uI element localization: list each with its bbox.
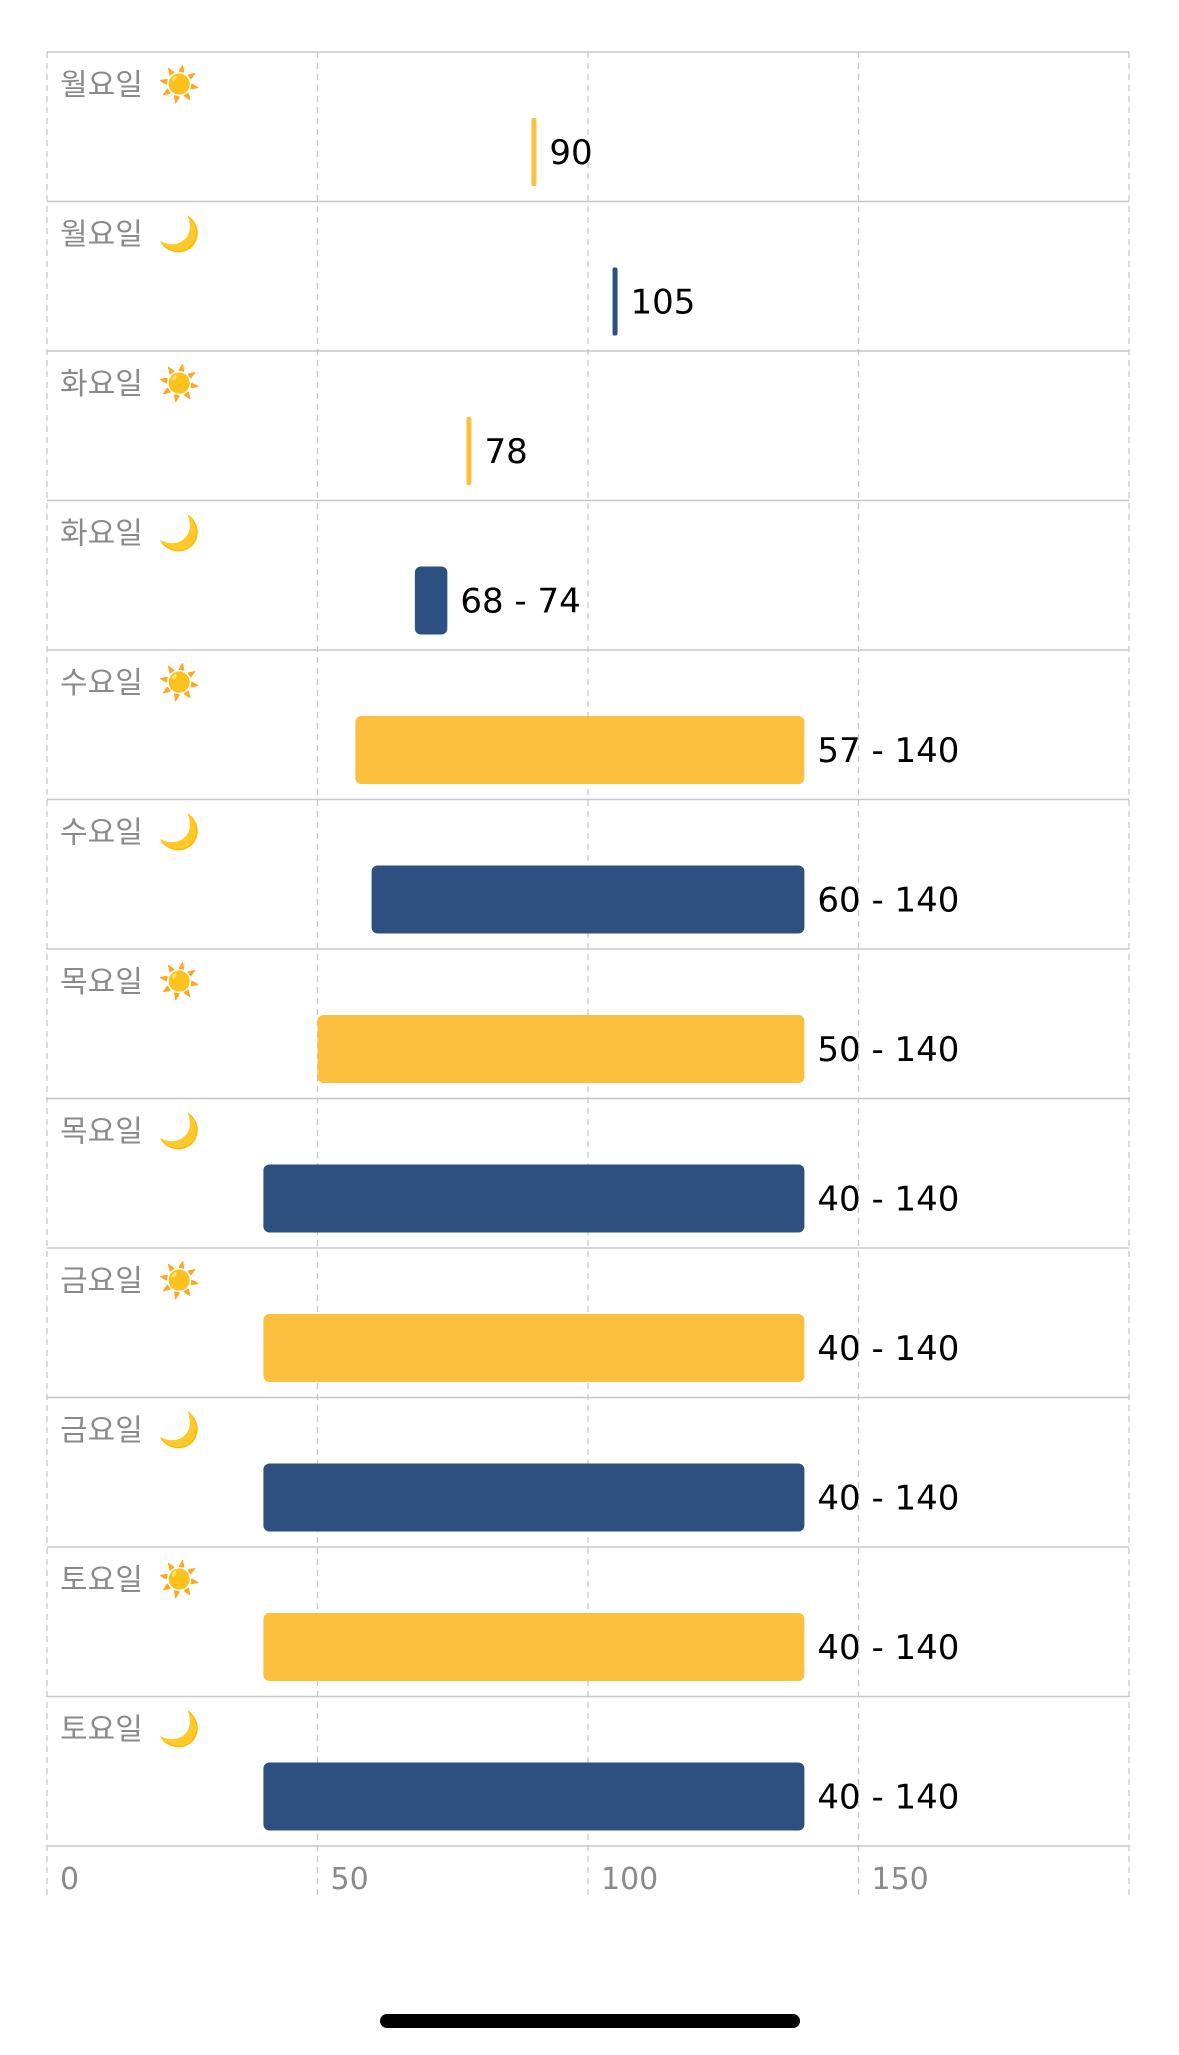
data-label: 40 - 140 [817,1180,959,1220]
bar [414,566,448,635]
chart-row: 금요일 ☀️ 40 - 140 [60,1260,959,1382]
x-tick-label: 100 [601,1862,658,1897]
bar [263,1314,805,1382]
bar [317,1015,805,1083]
bar [263,1463,805,1532]
bar [263,1762,805,1831]
chart-row: 목요일 🌙 40 - 140 [60,1112,959,1233]
data-label: 50 - 140 [817,1030,959,1070]
data-label: 40 - 140 [817,1628,959,1668]
bar [612,267,618,336]
data-label: 105 [631,283,696,323]
x-tick-label: 150 [872,1862,929,1897]
chart-row: 수요일 🌙 60 - 140 [60,813,959,934]
row-label: 월요일 [60,68,143,103]
home-indicator [380,2014,800,2028]
data-label: 90 [549,133,592,173]
row-label: 목요일 [60,965,143,1000]
data-label: 68 - 74 [460,582,580,622]
bar [263,1164,805,1233]
x-tick-label: 50 [331,1862,369,1897]
sun-icon: ☀️ [158,64,200,105]
sun-icon: ☀️ [158,1260,200,1301]
moon-icon: 🌙 [158,813,200,853]
data-label: 60 - 140 [817,881,959,921]
sun-icon: ☀️ [158,961,200,1002]
chart-row: 수요일 ☀️ 57 - 140 [60,662,959,784]
chart-row: 목요일 ☀️ 50 - 140 [60,961,959,1083]
moon-icon: 🌙 [158,1411,200,1451]
data-label: 40 - 140 [817,1479,959,1519]
bar [466,417,472,485]
chart-row: 화요일 🌙 68 - 74 [60,514,581,635]
x-tick-label: 0 [60,1862,79,1897]
sun-icon: ☀️ [158,662,200,703]
bar [371,865,805,934]
row-label: 화요일 [60,517,143,552]
sun-icon: ☀️ [158,1559,200,1600]
data-label: 40 - 140 [817,1778,959,1818]
row-label: 화요일 [60,367,143,402]
row-label: 토요일 [60,1563,143,1598]
row-label: 수요일 [60,666,143,701]
row-label: 목요일 [60,1115,143,1150]
data-label: 57 - 140 [817,731,959,771]
moon-icon: 🌙 [158,1112,200,1152]
moon-icon: 🌙 [158,215,200,255]
row-label: 금요일 [60,1414,143,1449]
row-label: 금요일 [60,1264,143,1299]
row-label: 월요일 [60,218,143,253]
moon-icon: 🌙 [158,1710,200,1750]
chart-row: 월요일 ☀️ 90 [60,64,593,186]
row-label: 수요일 [60,816,143,851]
chart-row: 토요일 🌙 40 - 140 [60,1710,959,1831]
sun-icon: ☀️ [158,363,200,404]
bar [263,1613,805,1681]
chart-row: 토요일 ☀️ 40 - 140 [60,1559,959,1681]
chart-row: 금요일 🌙 40 - 140 [60,1411,959,1532]
bar [355,716,805,784]
moon-icon: 🌙 [158,514,200,554]
chart-row: 화요일 ☀️ 78 [60,363,528,485]
row-label: 토요일 [60,1713,143,1748]
data-label: 78 [484,432,527,472]
data-label: 40 - 140 [817,1329,959,1369]
bar [531,118,537,186]
chart-row: 월요일 🌙 105 [60,215,695,336]
range-bar-chart: 월요일 ☀️ 90 월요일 🌙 105 화요일 ☀️ 78 화요일 🌙 68 - 74 수요일 ☀️ 57 … [46,51,1130,1897]
